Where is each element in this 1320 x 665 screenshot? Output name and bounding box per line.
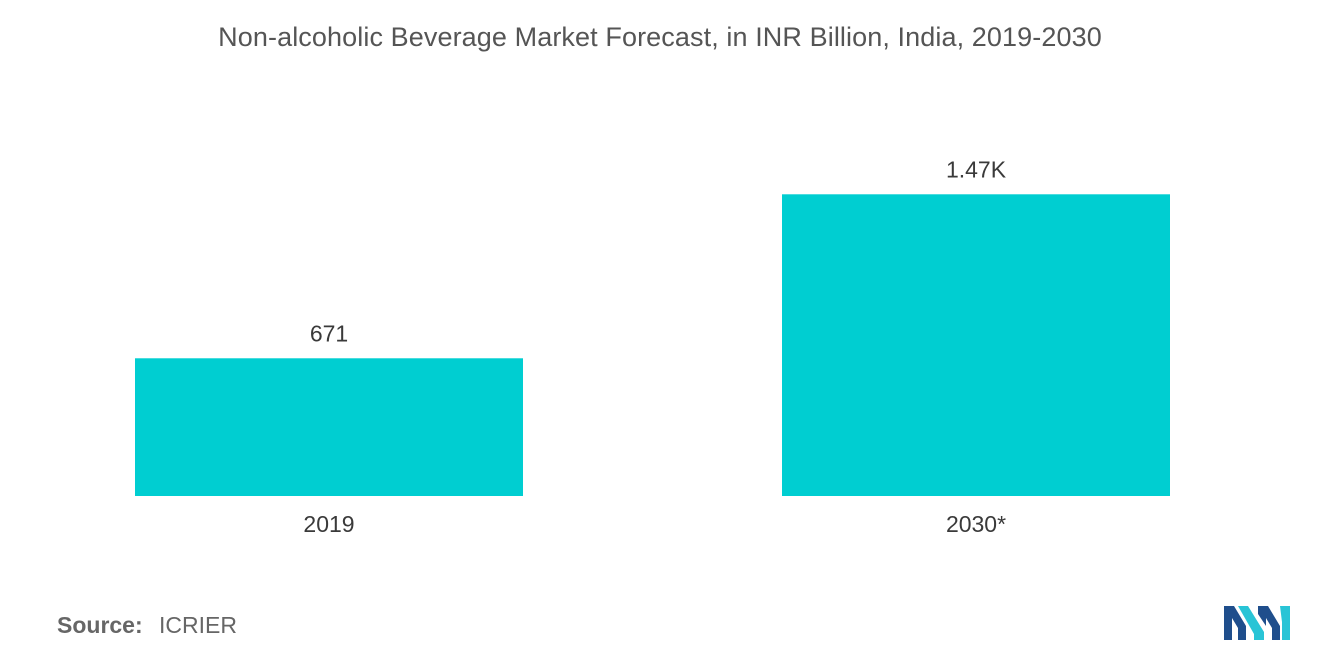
source-key: Source:	[57, 612, 143, 638]
bar-0	[135, 358, 523, 496]
bars-layer	[135, 194, 1170, 497]
value-label-1: 1.47K	[946, 156, 1007, 182]
source-note: Source: ICRIER	[57, 612, 237, 639]
category-label-0: 2019	[303, 511, 354, 537]
labels-layer: 671 2019 1.47K 2030*	[303, 156, 1006, 537]
source-value: ICRIER	[159, 612, 237, 638]
bar-1	[782, 194, 1170, 497]
chart-title: Non-alcoholic Beverage Market Forecast, …	[218, 22, 1102, 52]
mordor-intelligence-logo-icon	[1224, 606, 1290, 640]
category-label-1: 2030*	[946, 511, 1006, 537]
value-label-0: 671	[310, 320, 348, 346]
